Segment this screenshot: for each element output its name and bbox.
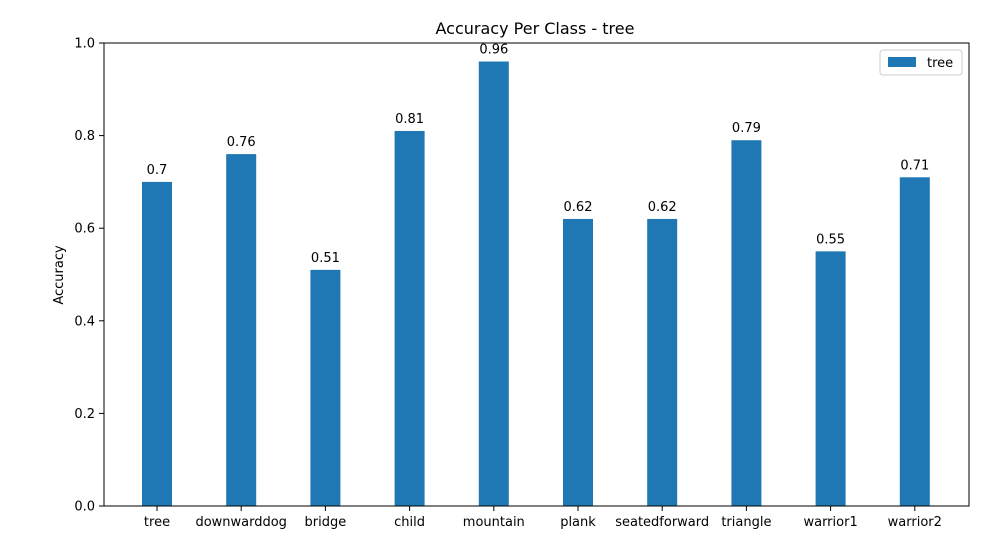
legend-label: tree bbox=[927, 56, 953, 71]
y-tick-label: 0.8 bbox=[74, 129, 95, 144]
x-tick-label-triangle: triangle bbox=[721, 515, 771, 530]
bar-warrior2 bbox=[899, 177, 930, 506]
y-tick-label: 0.2 bbox=[74, 407, 95, 422]
y-tick-label: 0.6 bbox=[74, 222, 95, 237]
x-tick-label-tree: tree bbox=[144, 515, 170, 530]
bar-child bbox=[394, 130, 425, 506]
y-tick-label: 0.4 bbox=[74, 314, 95, 329]
x-tick-label-mountain: mountain bbox=[463, 515, 525, 530]
y-axis-label: Accuracy bbox=[52, 245, 67, 305]
x-tick-label-child: child bbox=[394, 515, 425, 530]
x-tick-label-bridge: bridge bbox=[305, 515, 347, 530]
x-tick-label-seatedforward: seatedforward bbox=[615, 515, 709, 530]
bar-triangle bbox=[731, 140, 762, 507]
x-tick-label-downwarddog: downwarddog bbox=[195, 515, 287, 530]
plot-area: 0.7 0.76 0.51 0.81 0.96 0.62 0.62 0.79 0.55 0.71 0… bbox=[74, 37, 970, 530]
bar-plank bbox=[563, 218, 593, 506]
data-label-tree: 0.7 bbox=[147, 163, 168, 178]
data-label-triangle: 0.79 bbox=[732, 121, 761, 136]
bar-tree bbox=[142, 181, 172, 506]
data-label-downwarddog: 0.76 bbox=[227, 135, 256, 150]
bar-downwarddog bbox=[226, 154, 257, 506]
y-tick-label: 1.0 bbox=[74, 37, 95, 52]
chart-title: Accuracy Per Class - tree bbox=[436, 19, 635, 38]
legend-box bbox=[879, 49, 963, 76]
bar-bridge bbox=[310, 269, 341, 506]
data-label-seatedforward: 0.62 bbox=[648, 200, 677, 215]
bar-warrior1 bbox=[815, 251, 846, 506]
x-tick-label-warrior2: warrior2 bbox=[888, 515, 942, 530]
data-label-bridge: 0.51 bbox=[311, 251, 340, 266]
data-label-warrior2: 0.71 bbox=[900, 158, 929, 173]
bar-seatedforward bbox=[647, 218, 678, 506]
data-label-plank: 0.62 bbox=[564, 200, 593, 215]
plot-frame bbox=[103, 42, 970, 507]
x-tick-label-plank: plank bbox=[560, 515, 596, 530]
x-tick-label-warrior1: warrior1 bbox=[803, 515, 857, 530]
legend-swatch bbox=[888, 57, 916, 67]
data-label-warrior1: 0.55 bbox=[816, 232, 845, 247]
data-label-mountain: 0.96 bbox=[479, 43, 508, 58]
y-tick-label: 0.0 bbox=[74, 500, 95, 515]
bar-mountain bbox=[478, 61, 509, 507]
data-label-child: 0.81 bbox=[395, 112, 424, 127]
